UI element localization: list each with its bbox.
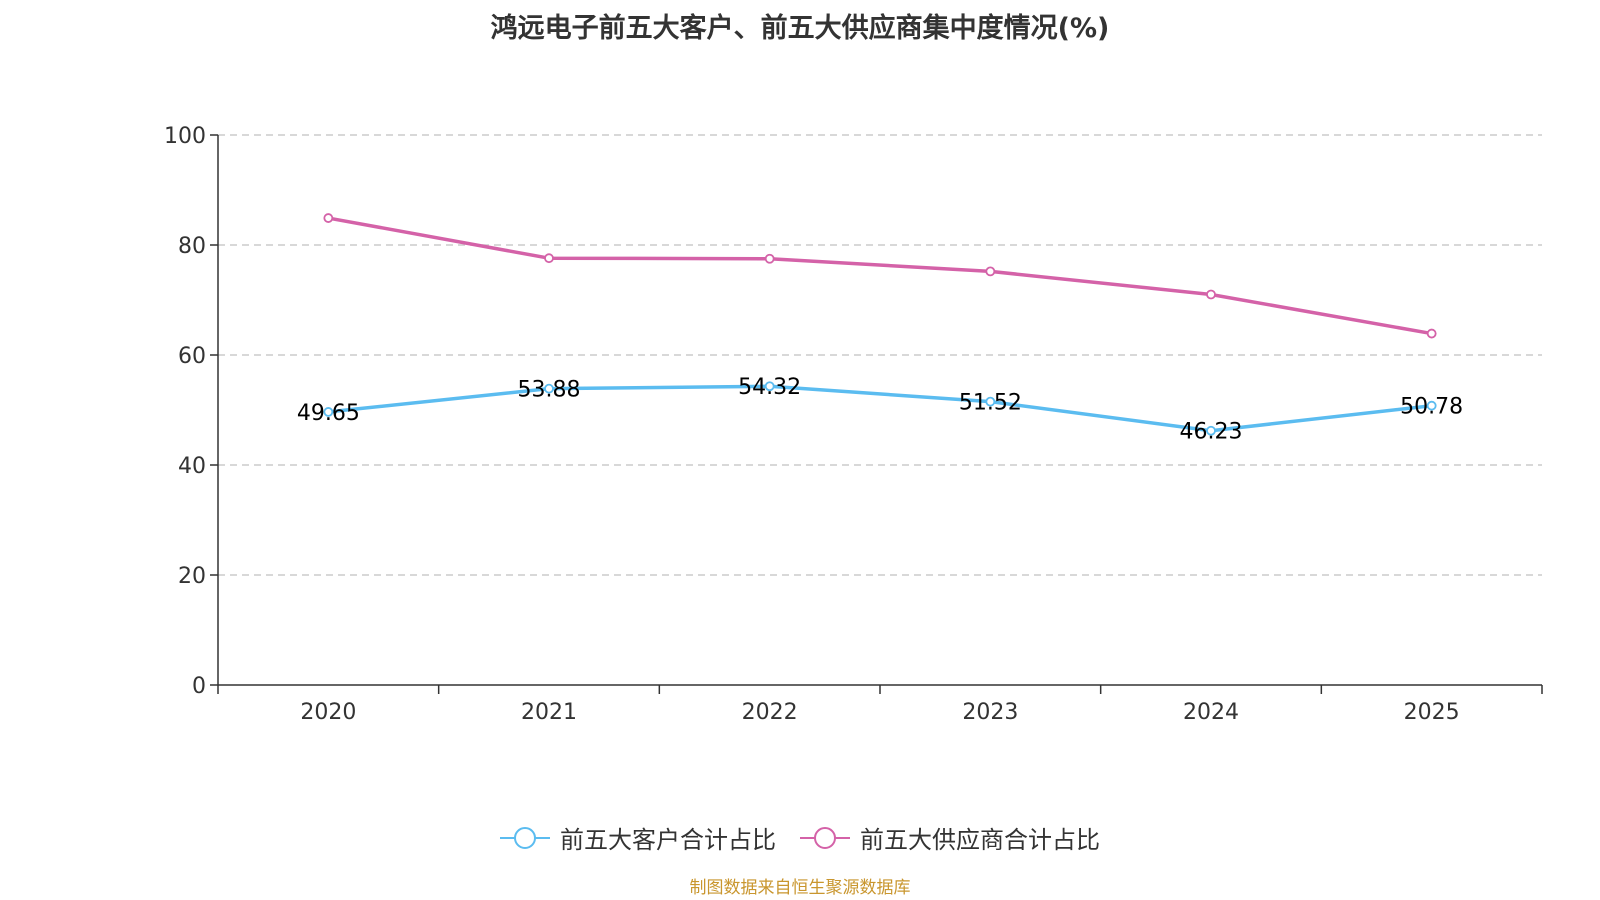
data-label: 54.32 <box>738 375 801 400</box>
data-label: 49.65 <box>297 401 360 426</box>
data-point <box>985 266 996 277</box>
chart-title: 鸿远电子前五大客户、前五大供应商集中度情况(%) <box>490 13 1110 44</box>
data-point <box>764 253 775 264</box>
data-label: 46.23 <box>1180 420 1243 445</box>
legend-item-suppliers[interactable]: 前五大供应商合计占比 <box>800 820 1100 855</box>
y-tick-label: 20 <box>178 564 206 589</box>
y-tick-label: 100 <box>164 124 206 149</box>
y-tick-label: 40 <box>178 454 206 479</box>
data-label: 53.88 <box>518 378 581 403</box>
data-label-layer: 49.65 53.88 54.32 51.52 46.23 50.78 <box>297 375 1463 444</box>
data-point <box>1206 425 1216 436</box>
x-tick-label: 2022 <box>742 700 798 725</box>
y-tick-label: 80 <box>178 234 206 259</box>
legend-marker-customers-icon <box>500 826 550 850</box>
data-point <box>323 213 334 223</box>
y-tick-label: 60 <box>178 344 206 369</box>
legend-label-customers: 前五大客户合计占比 <box>560 826 776 854</box>
legend-item-customers[interactable]: 前五大客户合计占比 <box>500 820 776 855</box>
data-point <box>764 381 775 392</box>
x-tick-label: 2023 <box>962 700 1018 725</box>
series-line-1 <box>328 216 1432 336</box>
legend-marker-suppliers-icon <box>800 826 850 850</box>
legend-label-suppliers: 前五大供应商合计占比 <box>860 826 1100 854</box>
data-point <box>1426 328 1437 339</box>
data-point <box>985 396 996 407</box>
x-tick-label: 2024 <box>1183 700 1239 725</box>
grid-layer <box>218 134 1542 576</box>
series-layer <box>323 213 1437 436</box>
axis-layer: 0 20 40 60 80 100 2020 2021 2022 2023 2024 2025 <box>164 124 1543 725</box>
x-tick-label: 2021 <box>521 700 577 725</box>
data-point <box>323 407 334 417</box>
data-label: 50.78 <box>1400 395 1463 420</box>
data-label: 51.52 <box>959 391 1022 416</box>
x-tick-label: 2025 <box>1404 700 1460 725</box>
series-line-0 <box>328 384 1432 433</box>
data-source-note: 制图数据来自恒生聚源数据库 <box>689 878 911 898</box>
line-chart: 0 20 40 60 80 100 2020 2021 2022 2023 2024 2025 49.… <box>164 124 1543 725</box>
x-tick-label: 2020 <box>300 700 356 725</box>
data-point <box>1206 289 1216 300</box>
data-point <box>544 253 554 264</box>
y-tick-label: 0 <box>192 674 206 699</box>
data-point <box>1426 400 1437 411</box>
data-point <box>544 383 554 394</box>
legend: 前五大客户合计占比 前五大供应商合计占比 <box>0 820 1600 855</box>
